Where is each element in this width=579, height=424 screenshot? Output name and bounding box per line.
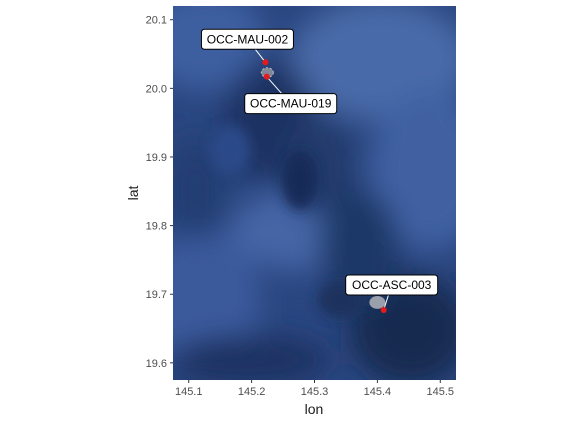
callout-text: OCC-ASC-003 <box>352 278 432 292</box>
callout-box <box>200 28 294 50</box>
callout-text: OCC-MAU-019 <box>250 97 332 111</box>
y-axis: 19.6 19.7 19.8 19.9 20.0 20.1 <box>146 15 173 370</box>
x-tick-label: 145.2 <box>238 386 266 398</box>
y-tick-label: 19.6 <box>146 358 167 370</box>
callout-box <box>345 274 439 296</box>
x-axis: 145.1 145.2 145.3 145.4 145.5 <box>175 380 454 398</box>
occurrence-point <box>262 59 269 66</box>
x-tick-label: 145.3 <box>301 386 329 398</box>
callout-text: OCC-MAU-002 <box>207 32 289 46</box>
y-tick-label: 19.7 <box>146 289 167 301</box>
callout-label: OCC-MAU-002 <box>200 28 294 50</box>
callout-label: OCC-ASC-003 <box>345 274 439 296</box>
callouts-layer: OCC-MAU-002 OCC-MAU-019 OCC-ASC-003 <box>200 28 439 296</box>
points-layer <box>262 59 387 314</box>
callout-box <box>244 93 338 115</box>
occurrence-point <box>263 73 270 80</box>
occurrence-point <box>380 307 387 314</box>
x-tick-label: 145.5 <box>427 386 455 398</box>
x-tick-label: 145.1 <box>175 386 203 398</box>
satellite-background <box>173 6 456 380</box>
islands-layer <box>260 67 386 309</box>
y-tick-label: 19.9 <box>146 152 167 164</box>
y-tick-label: 20.1 <box>146 15 167 27</box>
callout-label: OCC-MAU-019 <box>244 93 338 115</box>
x-axis-title: lon <box>305 401 324 417</box>
y-tick-label: 19.8 <box>146 221 167 233</box>
small-island-south <box>369 296 386 309</box>
x-tick-label: 145.4 <box>364 386 392 398</box>
y-tick-label: 20.0 <box>146 83 167 95</box>
y-axis-title: lat <box>125 186 141 201</box>
